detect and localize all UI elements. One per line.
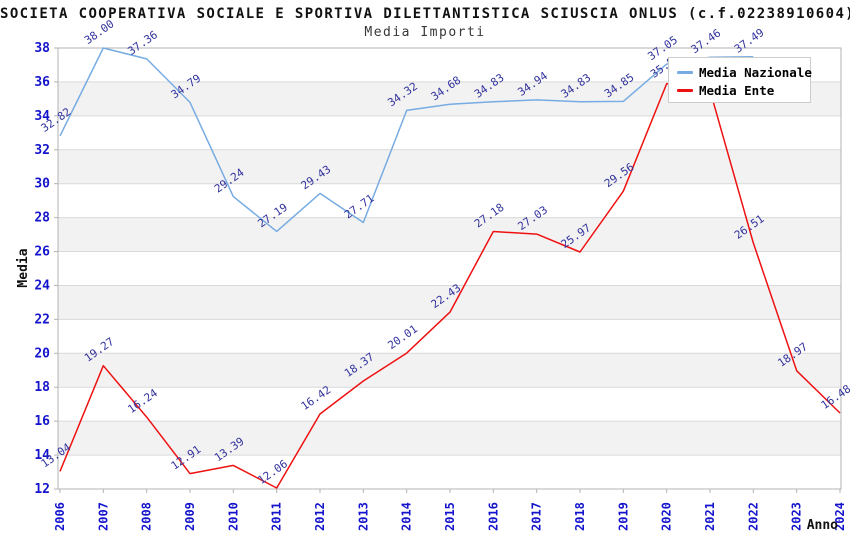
svg-text:37.36: 37.36 [125, 28, 160, 58]
svg-text:2022: 2022 [746, 502, 760, 531]
svg-text:37.49: 37.49 [732, 26, 767, 56]
svg-text:37.46: 37.46 [689, 27, 724, 57]
svg-text:26: 26 [34, 245, 50, 260]
legend-line-swatch-ente [677, 88, 693, 92]
svg-text:38: 38 [34, 41, 50, 56]
svg-text:36: 36 [34, 75, 50, 90]
svg-text:2006: 2006 [53, 502, 67, 531]
svg-text:32: 32 [34, 143, 50, 158]
svg-text:2018: 2018 [573, 502, 587, 531]
svg-text:2011: 2011 [270, 502, 284, 531]
legend-label-nazionale: Media Nazionale [699, 64, 812, 80]
legend-item-media-nazionale: Media Nazionale [677, 64, 812, 80]
svg-text:2023: 2023 [790, 502, 804, 531]
svg-text:38.00: 38.00 [82, 17, 117, 47]
svg-text:2021: 2021 [703, 502, 717, 531]
legend-item-media-ente: Media Ente [677, 82, 804, 98]
svg-text:12: 12 [34, 482, 50, 497]
svg-text:22: 22 [34, 312, 50, 327]
svg-text:Media: Media [16, 248, 31, 287]
svg-text:12.06: 12.06 [255, 457, 290, 487]
chart-subtitle: Media Importi [364, 25, 486, 40]
svg-text:20.01: 20.01 [385, 322, 420, 352]
svg-text:2012: 2012 [313, 502, 327, 531]
svg-text:2015: 2015 [443, 502, 457, 531]
chart-title: SOCIETA COOPERATIVA SOCIALE E SPORTIVA D… [0, 6, 850, 22]
svg-text:2020: 2020 [660, 502, 674, 531]
svg-text:2024: 2024 [833, 502, 847, 531]
svg-text:20: 20 [34, 346, 50, 361]
svg-text:2007: 2007 [96, 502, 110, 531]
svg-text:2017: 2017 [530, 502, 544, 531]
svg-text:2014: 2014 [400, 502, 414, 531]
svg-text:Anno: Anno [807, 518, 838, 533]
svg-text:18: 18 [34, 380, 50, 395]
svg-text:2016: 2016 [486, 502, 500, 531]
svg-text:24: 24 [34, 278, 50, 293]
svg-text:16: 16 [34, 414, 50, 429]
svg-text:2010: 2010 [226, 502, 240, 531]
legend-label-ente: Media Ente [699, 82, 775, 98]
legend-line-swatch-nazionale [677, 70, 693, 74]
legend: Media Nazionale Media Ente [668, 57, 812, 103]
svg-text:2019: 2019 [616, 502, 630, 531]
svg-text:28: 28 [34, 211, 50, 226]
svg-text:14: 14 [34, 448, 50, 463]
svg-text:34: 34 [34, 109, 50, 124]
svg-text:2009: 2009 [183, 502, 197, 531]
svg-text:30: 30 [34, 177, 50, 192]
svg-text:27.71: 27.71 [342, 192, 377, 222]
svg-text:2008: 2008 [140, 502, 154, 531]
svg-text:2013: 2013 [356, 502, 370, 531]
